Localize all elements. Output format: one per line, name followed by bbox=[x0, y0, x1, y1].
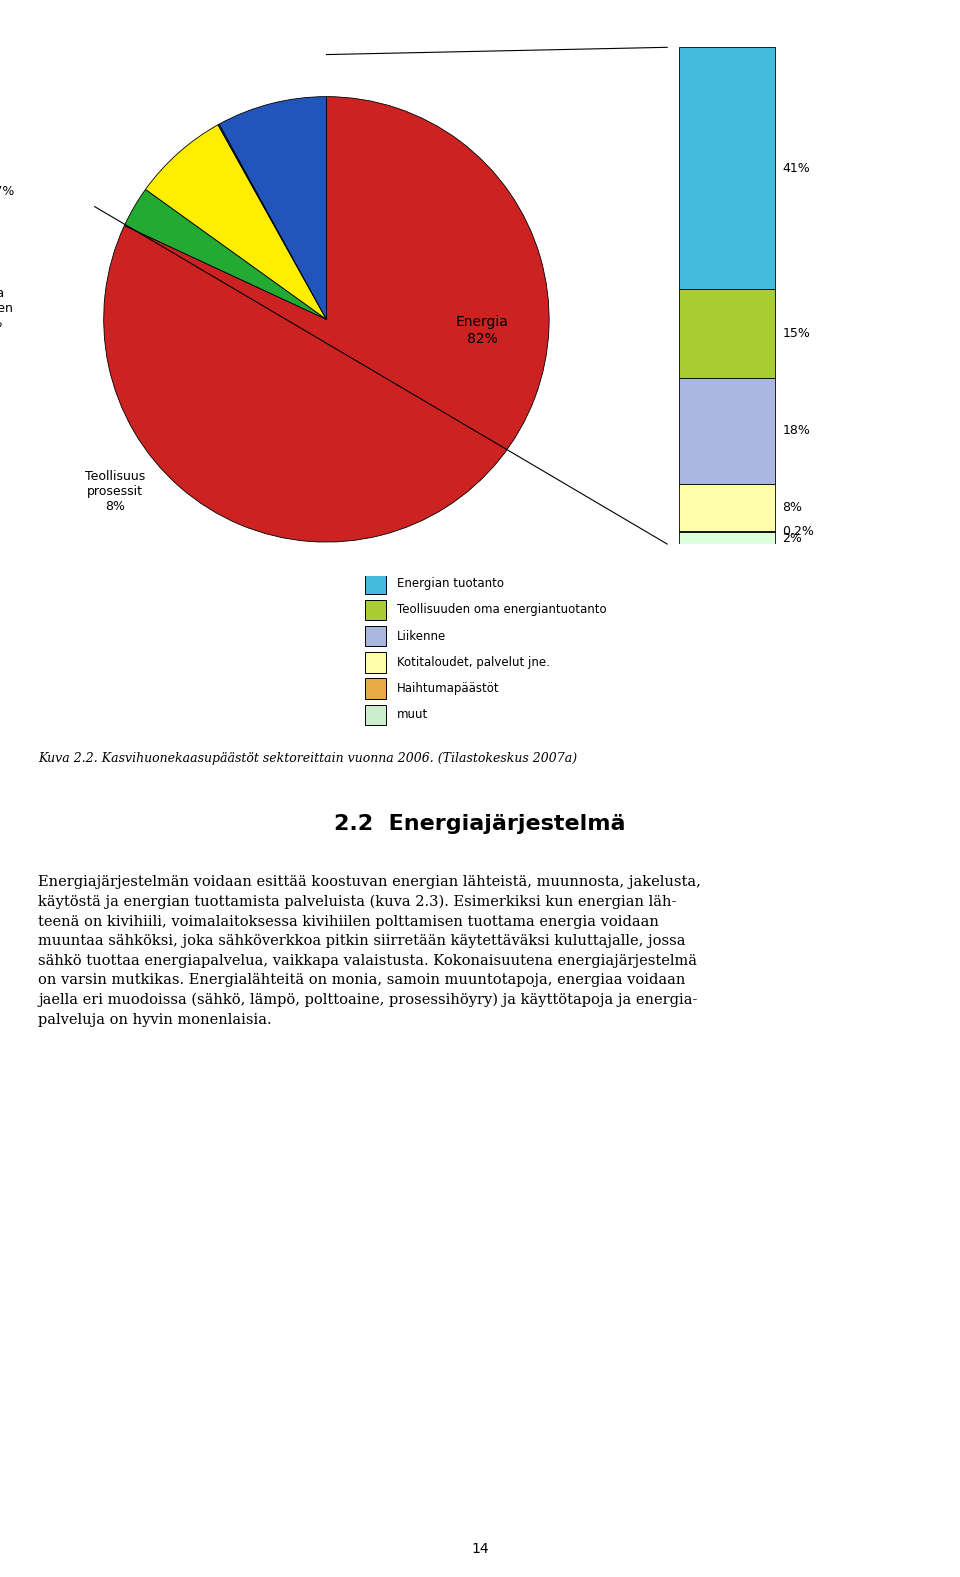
Wedge shape bbox=[104, 96, 549, 542]
Bar bbox=[365, 599, 386, 620]
Text: 8%: 8% bbox=[782, 501, 803, 514]
Wedge shape bbox=[218, 125, 326, 319]
Text: Teollisuus
prosessit
8%: Teollisuus prosessit 8% bbox=[84, 470, 145, 514]
Bar bbox=[365, 653, 386, 672]
Bar bbox=[365, 574, 386, 593]
Wedge shape bbox=[125, 189, 326, 319]
Text: Haihtumapäästöt: Haihtumapäästöt bbox=[396, 683, 499, 695]
Text: Energian tuotanto: Energian tuotanto bbox=[396, 577, 504, 590]
Text: Energiajärjestelmän voidaan esittää koostuvan energian lähteistä, muunnosta, jak: Energiajärjestelmän voidaan esittää koos… bbox=[38, 875, 701, 1027]
Bar bbox=[679, 47, 775, 289]
Text: 2.2  Energiajärjestelmä: 2.2 Energiajärjestelmä bbox=[334, 814, 626, 834]
Text: Maatalous 7%: Maatalous 7% bbox=[0, 185, 14, 197]
Text: 0.2%: 0.2% bbox=[782, 525, 814, 538]
Bar bbox=[365, 678, 386, 699]
Text: Kotitaloudet, palvelut jne.: Kotitaloudet, palvelut jne. bbox=[396, 656, 549, 669]
Wedge shape bbox=[146, 125, 326, 319]
Text: 18%: 18% bbox=[782, 424, 810, 437]
Text: 41%: 41% bbox=[782, 162, 810, 175]
Text: 14: 14 bbox=[471, 1542, 489, 1556]
Text: Teollisuuden oma energiantuotanto: Teollisuuden oma energiantuotanto bbox=[396, 604, 606, 617]
Bar bbox=[679, 484, 775, 531]
Text: Liuottimet ja
muu tuotteiden
käyttö 0.1%: Liuottimet ja muu tuotteiden käyttö 0.1% bbox=[0, 287, 12, 330]
Text: Energia
82%: Energia 82% bbox=[456, 315, 509, 345]
Bar bbox=[365, 705, 386, 725]
Text: 15%: 15% bbox=[782, 326, 810, 341]
Text: muut: muut bbox=[396, 708, 428, 721]
Text: Liikenne: Liikenne bbox=[396, 629, 445, 642]
Wedge shape bbox=[219, 96, 326, 319]
Bar bbox=[679, 378, 775, 484]
Bar bbox=[679, 533, 775, 544]
Text: 2%: 2% bbox=[782, 531, 803, 544]
Bar bbox=[679, 289, 775, 378]
Text: Kuva 2.2. Kasvihuonekaasupäästöt sektoreittain vuonna 2006. (Tilastokeskus 2007a: Kuva 2.2. Kasvihuonekaasupäästöt sektore… bbox=[38, 752, 578, 765]
Bar bbox=[365, 626, 386, 647]
